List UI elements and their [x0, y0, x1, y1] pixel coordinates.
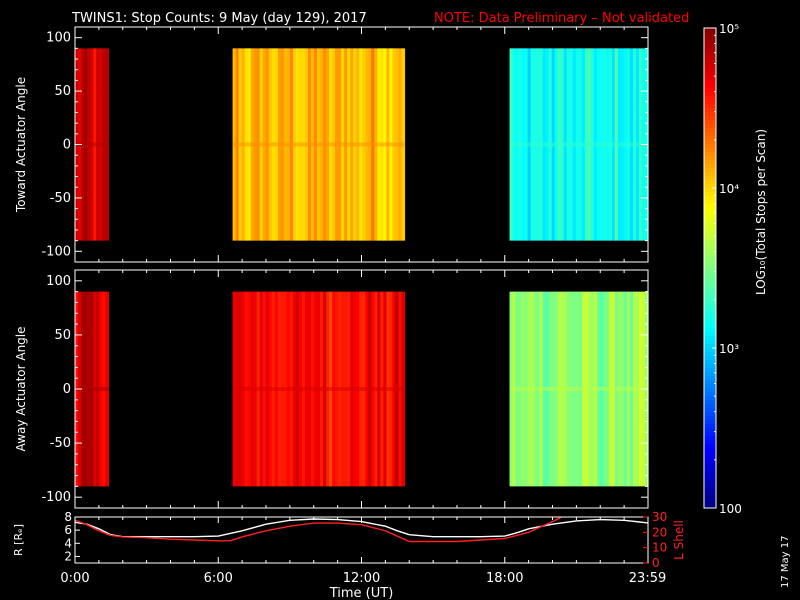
colorbar: LOG₁₀(Total Stops per Scan) 10⁵ 10⁴ 10³ 100 — [703, 22, 768, 516]
x-axis-label: Time (UT) — [329, 586, 394, 600]
y-tick-label: 50 — [54, 328, 71, 343]
heatmap-segment-away-2 — [509, 291, 649, 487]
y-tick-label-right: 30 — [652, 510, 667, 524]
y-tick-label-left: 2 — [64, 549, 72, 563]
y-tick-label: -50 — [50, 436, 71, 451]
toward-angle-panel: 100 50 0 -50 -100 Toward Actuator Angle — [14, 26, 649, 263]
x-tick-label: 0:00 — [60, 571, 89, 586]
y-tick-label: -50 — [50, 191, 71, 206]
heatmap-segment-toward-1 — [232, 48, 406, 241]
y-tick-label-right: 10 — [652, 541, 667, 555]
y-axis-label: Away Actuator Angle — [14, 326, 28, 451]
y-tick-label: -100 — [41, 490, 71, 505]
y-axis-label-right: L Shell — [672, 520, 686, 560]
y-tick-label: 50 — [54, 84, 71, 99]
colorbar-tick-label: 10³ — [719, 342, 739, 356]
y-tick-label-left: 6 — [64, 523, 72, 537]
heatmap-segment-away-1 — [232, 291, 406, 487]
chart-title: TWINS1: Stop Counts: 9 May (day 129), 20… — [71, 11, 367, 26]
series-line-l-shell — [75, 517, 564, 543]
colorbar-tick-label: 10⁵ — [719, 22, 739, 36]
y-tick-label: 0 — [63, 138, 71, 153]
x-tick-label: 18:00 — [486, 571, 523, 586]
y-axis-label-left: R [Rₑ] — [12, 524, 25, 556]
colorbar-label: LOG₁₀(Total Stops per Scan) — [754, 129, 768, 295]
chart-note: NOTE: Data Preliminary – Not validated — [434, 11, 689, 26]
y-tick-label-right: 20 — [652, 525, 667, 539]
y-tick-label: 100 — [46, 274, 71, 289]
away-angle-panel: 100 50 0 -50 -100 Away Actuator Angle — [14, 269, 649, 509]
colorbar-tick-label: 10⁴ — [719, 182, 739, 196]
colorbar-tick-label: 100 — [719, 502, 742, 516]
title-group: TWINS1: Stop Counts: 9 May (day 129), 20… — [71, 11, 689, 26]
heatmap-segment-toward-2 — [509, 48, 649, 241]
y-tick-label: 100 — [46, 31, 71, 46]
y-axis-label: Toward Actuator Angle — [14, 77, 28, 213]
date-stamp: 17 May 17 — [780, 536, 791, 588]
x-tick-label: 6:00 — [204, 571, 233, 586]
y-tick-label: 0 — [63, 382, 71, 397]
y-tick-label-left: 4 — [64, 536, 72, 550]
x-tick-label: 12:00 — [343, 571, 380, 586]
x-tick-label: 23:59 — [629, 571, 666, 586]
y-tick-label-right: 0 — [652, 556, 660, 570]
y-tick-label: -100 — [41, 244, 71, 259]
y-tick-label-left: 8 — [64, 510, 72, 524]
